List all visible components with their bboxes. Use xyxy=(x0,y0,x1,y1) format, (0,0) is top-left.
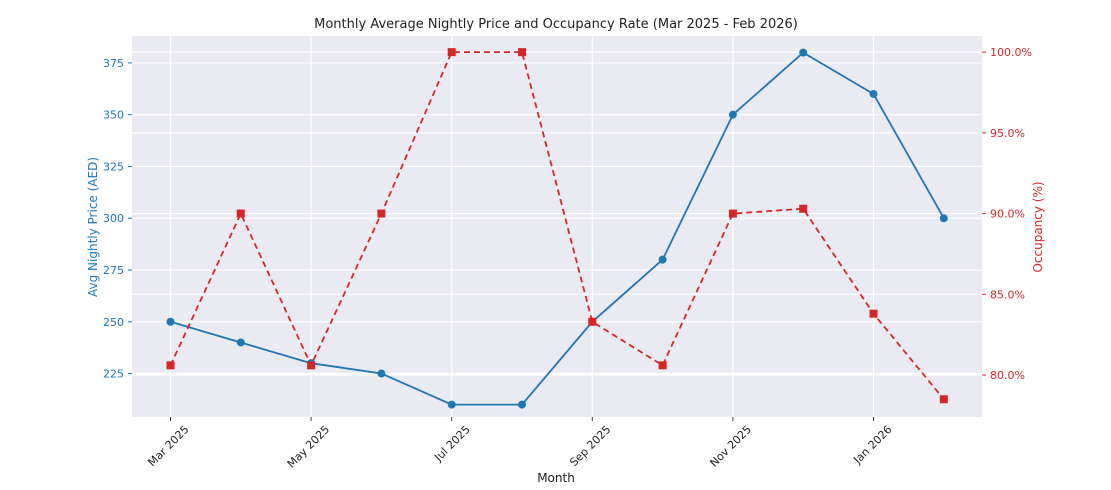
price-point xyxy=(236,338,245,347)
x-tick-label: Mar 2025 xyxy=(145,423,191,469)
y-right-tick-label: 90.0% xyxy=(990,208,1025,221)
occupancy-point xyxy=(307,361,316,370)
price-point xyxy=(518,400,526,409)
x-axis-title: Month xyxy=(537,471,575,485)
y-right-tick-label: 95.0% xyxy=(990,127,1025,140)
price-point xyxy=(377,369,386,378)
occupancy-point xyxy=(236,209,245,218)
y-right-tick-label: 80.0% xyxy=(990,369,1025,382)
y-left-tick-label: 225 xyxy=(103,368,124,381)
occupancy-point xyxy=(588,317,597,326)
price-point xyxy=(869,89,878,98)
occupancy-point xyxy=(728,209,737,218)
plot-area xyxy=(132,36,982,417)
x-tick-label: Nov 2025 xyxy=(707,423,754,470)
x-tick-label: Sep 2025 xyxy=(567,423,613,469)
price-point xyxy=(658,255,667,264)
price-point xyxy=(728,110,737,119)
price-series-line xyxy=(170,51,945,406)
y-left-tick-label: 350 xyxy=(103,109,124,122)
y-left-tick-label: 375 xyxy=(103,57,124,70)
y-right-tick-label: 100.0% xyxy=(990,46,1032,59)
occupancy-point xyxy=(166,361,175,370)
occupancy-point xyxy=(447,48,456,57)
y-left-tick-label: 275 xyxy=(103,264,124,277)
y-axis-left-title: Avg Nightly Price (AED) xyxy=(86,157,100,297)
grid xyxy=(132,36,982,417)
y-left-tick-label: 300 xyxy=(103,212,124,225)
chart-title: Monthly Average Nightly Price and Occupa… xyxy=(314,17,798,32)
x-tick-label: Jul 2025 xyxy=(431,423,473,465)
occupancy-point xyxy=(799,204,808,213)
occupancy-point xyxy=(377,209,386,218)
price-point xyxy=(166,317,175,326)
price-point xyxy=(447,400,456,409)
price-point xyxy=(799,48,808,57)
occupancy-point xyxy=(869,309,878,318)
occupancy-point xyxy=(939,395,948,404)
price-point xyxy=(939,214,948,223)
x-tick-label: Jan 2026 xyxy=(850,423,894,467)
occupancy-point xyxy=(658,361,667,370)
y-right-tick-label: 85.0% xyxy=(990,288,1025,301)
y-left-tick-label: 325 xyxy=(103,160,124,173)
occupancy-point xyxy=(518,48,526,57)
y-axis-right-title: Occupancy (%) xyxy=(1031,181,1045,272)
x-tick-label: May 2025 xyxy=(285,423,333,471)
series-layer xyxy=(166,48,948,409)
y-left-tick-label: 250 xyxy=(103,316,124,329)
